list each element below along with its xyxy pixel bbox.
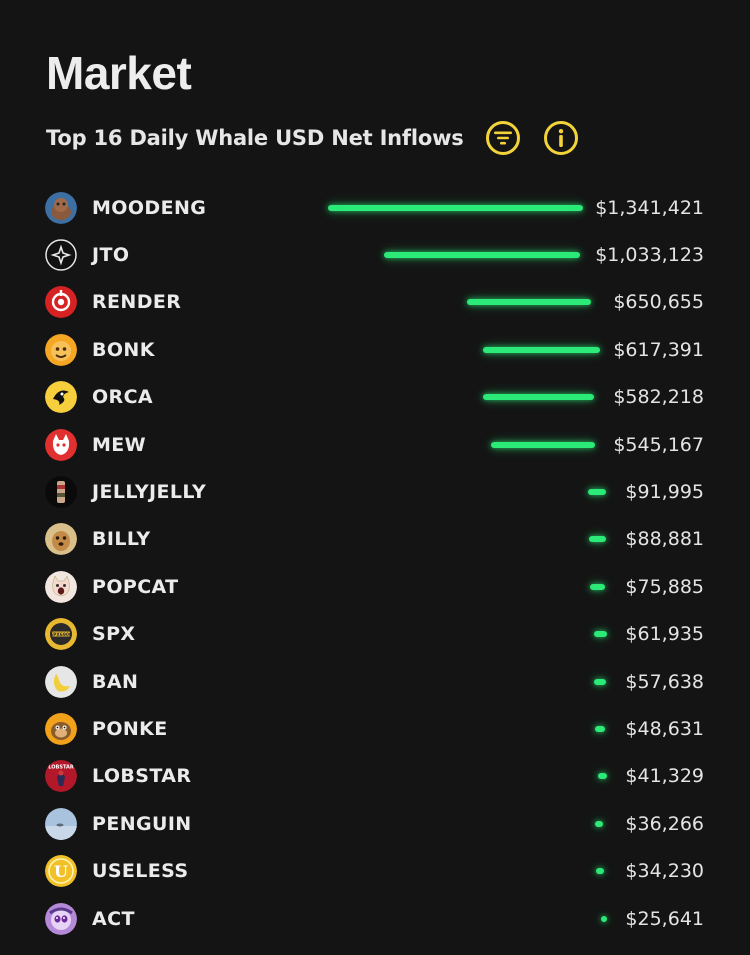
inflow-amount: $617,391 — [613, 338, 704, 361]
token-name: MEW — [92, 433, 147, 456]
token-row-billy[interactable]: BILLY $88,881 — [0, 516, 750, 563]
svg-text:SPX6900: SPX6900 — [50, 632, 72, 638]
billy-icon — [45, 523, 77, 556]
ban-icon — [45, 665, 77, 698]
token-row-useless[interactable]: U USELESS $34,230 — [0, 847, 750, 894]
inflow-bar — [467, 299, 591, 306]
inflow-amount: $36,266 — [625, 812, 704, 835]
token-name: SPX — [92, 623, 136, 646]
token-name: LOBSTAR — [92, 765, 192, 788]
token-row-ban[interactable]: BAN $57,638 — [0, 658, 750, 705]
popcat-icon — [45, 570, 77, 603]
token-name: BONK — [92, 338, 155, 361]
section-header: Top 16 Daily Whale USD Net Inflows — [46, 118, 578, 158]
token-row-jellyjelly[interactable]: JELLYJELLY $91,995 — [0, 468, 750, 515]
inflow-amount: $545,167 — [613, 433, 704, 456]
ponke-icon — [45, 712, 77, 745]
inflow-list: MOODENG $1,341,421 JTO $1,033,123 RENDER $650… — [0, 184, 750, 942]
token-name: ACT — [92, 907, 135, 930]
token-row-render[interactable]: RENDER $650,655 — [0, 279, 750, 326]
inflow-amount: $48,631 — [625, 717, 704, 740]
inflow-bar — [384, 252, 580, 259]
spx-icon: SPX6900 — [45, 618, 77, 651]
token-row-jto[interactable]: JTO $1,033,123 — [0, 231, 750, 278]
token-name: BAN — [92, 670, 139, 693]
inflow-bar — [590, 583, 605, 590]
token-row-popcat[interactable]: POPCAT $75,885 — [0, 563, 750, 610]
token-name: MOODENG — [92, 196, 207, 219]
jto-icon — [45, 239, 77, 271]
token-name: JELLYJELLY — [92, 481, 207, 504]
token-name: USELESS — [92, 860, 189, 883]
token-row-bonk[interactable]: BONK $617,391 — [0, 326, 750, 373]
info-button[interactable] — [543, 121, 578, 155]
token-name: RENDER — [92, 291, 182, 314]
render-icon — [45, 286, 77, 319]
token-row-spx[interactable]: SPX6900 SPX $61,935 — [0, 611, 750, 658]
inflow-bar — [596, 868, 604, 875]
token-row-moodeng[interactable]: MOODENG $1,341,421 — [0, 184, 750, 231]
mew-icon — [45, 428, 77, 461]
token-row-penguin[interactable]: PENGUIN $36,266 — [0, 800, 750, 847]
token-name: ORCA — [92, 386, 154, 409]
svg-text:LOBSTAR: LOBSTAR — [48, 765, 74, 771]
orca-icon — [45, 381, 77, 414]
inflow-bar — [601, 915, 607, 922]
inflow-amount: $75,885 — [625, 575, 704, 598]
inflow-amount: $582,218 — [613, 386, 704, 409]
inflow-bar — [483, 346, 600, 353]
inflow-bar — [594, 631, 607, 638]
inflow-amount: $91,995 — [625, 481, 704, 504]
info-icon — [558, 129, 563, 147]
filter-icon — [493, 131, 512, 145]
inflow-bar — [328, 204, 583, 211]
token-name: POPCAT — [92, 575, 179, 598]
inflow-amount: $61,935 — [625, 623, 704, 646]
token-row-ponke[interactable]: PONKE $48,631 — [0, 705, 750, 752]
inflow-amount: $25,641 — [625, 907, 704, 930]
section-subtitle: Top 16 Daily Whale USD Net Inflows — [46, 126, 464, 150]
token-row-mew[interactable]: MEW $545,167 — [0, 421, 750, 468]
inflow-amount: $1,033,123 — [595, 244, 704, 267]
inflow-amount: $41,329 — [625, 765, 704, 788]
inflow-bar — [598, 773, 607, 780]
inflow-bar — [491, 441, 595, 448]
inflow-bar — [588, 489, 606, 496]
token-row-orca[interactable]: ORCA $582,218 — [0, 374, 750, 421]
token-name: PENGUIN — [92, 812, 192, 835]
token-row-act[interactable]: ACT $25,641 — [0, 895, 750, 942]
filter-button[interactable] — [485, 121, 520, 155]
inflow-amount: $1,341,421 — [595, 196, 704, 219]
inflow-bar — [594, 678, 606, 685]
jellyjelly-icon — [45, 476, 77, 509]
penguin-icon — [45, 807, 77, 840]
inflow-bar — [589, 536, 606, 543]
inflow-bar — [595, 820, 603, 827]
bonk-icon — [45, 333, 77, 366]
inflow-amount: $88,881 — [625, 528, 704, 551]
inflow-amount: $34,230 — [625, 860, 704, 883]
act-icon — [45, 902, 77, 935]
token-row-lobstar[interactable]: LOBSTAR LOBSTAR $41,329 — [0, 753, 750, 800]
inflow-bar — [483, 394, 594, 401]
token-name: BILLY — [92, 528, 151, 551]
moodeng-icon — [45, 191, 77, 224]
token-name: PONKE — [92, 717, 168, 740]
token-name: JTO — [92, 244, 130, 267]
lobstar-icon: LOBSTAR — [45, 760, 77, 793]
useless-icon: U — [45, 855, 77, 888]
inflow-amount: $650,655 — [613, 291, 704, 314]
svg-text:U: U — [54, 862, 68, 881]
page-title: Market — [46, 47, 192, 99]
inflow-bar — [595, 725, 605, 732]
inflow-amount: $57,638 — [625, 670, 704, 693]
